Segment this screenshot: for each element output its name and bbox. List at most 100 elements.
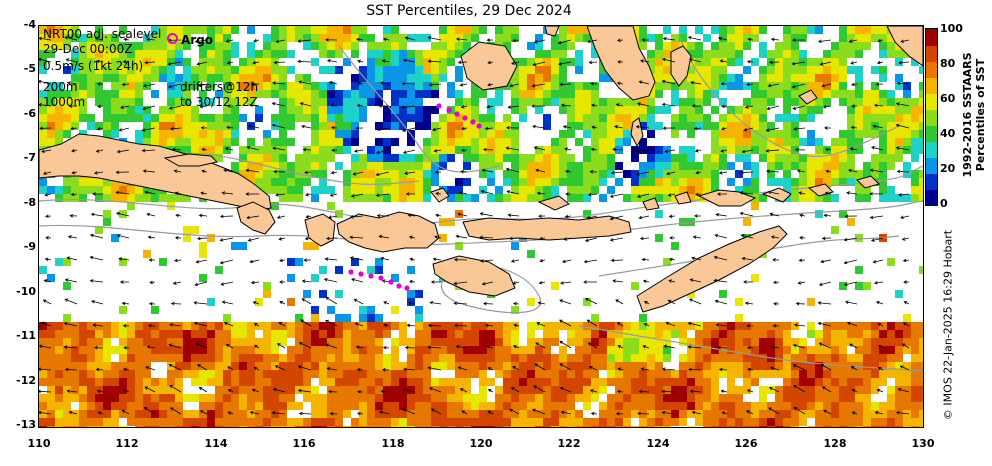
sst-cell — [367, 266, 375, 274]
sst-cell — [415, 290, 423, 298]
sst-cell — [783, 106, 791, 114]
sst-cell — [727, 346, 735, 354]
sst-cell — [551, 98, 559, 106]
sst-cell — [839, 210, 847, 218]
sst-cell — [343, 362, 351, 370]
sst-cell — [463, 42, 471, 50]
sst-cell — [367, 186, 375, 194]
current-arrow — [535, 168, 546, 173]
sst-cell — [183, 330, 191, 338]
current-arrow — [91, 300, 104, 305]
sst-cell — [327, 306, 335, 314]
sst-cell — [543, 146, 551, 154]
sst-cell — [135, 114, 143, 122]
current-arrow — [275, 193, 286, 197]
sst-cell — [279, 338, 287, 346]
sst-cell — [783, 322, 791, 330]
sst-cell — [119, 394, 127, 402]
sst-cell — [343, 130, 351, 138]
current-arrow — [898, 193, 910, 197]
sst-cell — [631, 426, 639, 427]
sst-cell — [703, 34, 711, 42]
sst-cell — [543, 362, 551, 370]
sst-cell — [311, 58, 319, 66]
sst-cell — [567, 42, 575, 50]
sst-cell — [135, 130, 143, 138]
sst-cell — [495, 154, 503, 162]
sst-cell — [103, 418, 111, 426]
sst-cell — [103, 394, 111, 402]
x-tick: 120 — [469, 437, 493, 450]
sst-cell — [695, 82, 703, 90]
sst-cell — [439, 154, 447, 162]
sst-cell — [687, 122, 695, 130]
sst-cell — [719, 42, 727, 50]
sst-cell — [719, 330, 727, 338]
sst-cell — [215, 330, 223, 338]
sst-cell — [335, 354, 343, 362]
current-arrow — [273, 169, 286, 174]
sst-cell — [535, 66, 543, 74]
sst-cell — [247, 170, 255, 178]
sst-cell — [335, 378, 343, 386]
sst-cell — [319, 362, 327, 370]
current-arrow — [798, 258, 806, 263]
sst-cell — [431, 90, 439, 98]
map-panel[interactable]: NRT00 adj. sealevel 29-Dec 00:00Z 0.5m/s… — [38, 25, 924, 428]
sst-cell — [423, 426, 431, 427]
sst-cell — [807, 170, 815, 178]
sst-cell — [695, 162, 703, 170]
current-arrow — [279, 300, 286, 305]
sst-cell — [487, 98, 495, 106]
current-arrow — [353, 298, 364, 305]
current-arrow — [796, 169, 806, 173]
sst-cell — [447, 154, 455, 162]
sst-cell — [479, 330, 487, 338]
sst-cell — [855, 322, 863, 330]
current-arrow — [479, 212, 494, 217]
sst-cell — [327, 50, 335, 58]
current-arrow — [249, 410, 260, 415]
sst-cell — [71, 322, 79, 330]
current-arrow — [902, 258, 910, 263]
sst-cell — [719, 130, 727, 138]
sst-cell — [39, 50, 47, 58]
current-arrow — [89, 279, 104, 283]
sst-cell — [223, 34, 231, 42]
sst-cell — [503, 338, 511, 346]
sst-cell — [231, 346, 239, 354]
sst-cell — [223, 338, 231, 346]
sst-cell — [791, 178, 799, 186]
sst-cell — [815, 378, 823, 386]
sst-cell — [583, 34, 591, 42]
sst-cell — [231, 378, 239, 386]
current-arrow — [746, 324, 754, 328]
sst-cell — [79, 418, 87, 426]
sst-cell — [143, 106, 151, 114]
sst-cell — [383, 362, 391, 370]
sst-cell — [535, 186, 543, 194]
sst-cell — [479, 154, 487, 162]
sst-cell — [463, 346, 471, 354]
current-arrow — [225, 344, 234, 349]
sst-cell — [183, 58, 191, 66]
sst-cell — [479, 354, 487, 362]
sst-cell — [71, 346, 79, 354]
current-arrow — [688, 298, 702, 305]
sst-cell — [751, 370, 759, 378]
sst-cell — [343, 426, 351, 427]
sst-cell — [47, 114, 55, 122]
sst-cell — [63, 338, 71, 346]
sst-cell — [591, 170, 599, 178]
sst-cell — [295, 98, 303, 106]
current-arrow — [246, 145, 260, 151]
sst-cell — [903, 362, 911, 370]
sst-cell — [239, 74, 247, 82]
sst-cell — [391, 26, 399, 34]
sst-cell — [63, 26, 71, 34]
sst-cell — [663, 154, 671, 162]
sst-cell — [375, 154, 383, 162]
sst-cell — [335, 50, 343, 58]
sst-cell — [663, 58, 671, 66]
sst-cell — [807, 58, 815, 66]
